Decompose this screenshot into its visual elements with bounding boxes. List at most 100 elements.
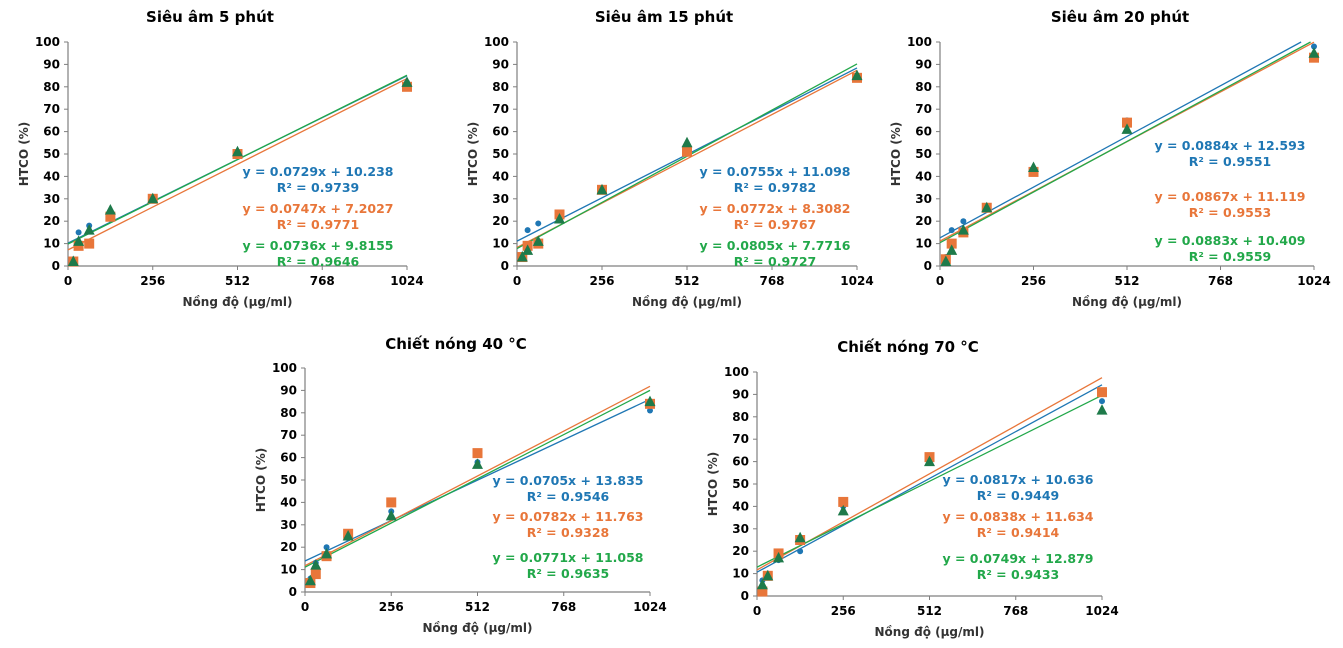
data-point-triangle [310, 559, 322, 570]
trendline-series-3 [756, 394, 1103, 568]
data-point-triangle [1308, 47, 1320, 58]
y-tick-label: 10 [732, 567, 749, 581]
data-point-triangle [1096, 404, 1108, 415]
data-point-triangle [342, 530, 354, 541]
y-tick-label: 70 [492, 102, 509, 116]
data-point-triangle [147, 192, 159, 204]
data-point-triangle [794, 531, 806, 543]
data-point-triangle [516, 251, 528, 262]
y-tick-label: 20 [280, 540, 297, 554]
data-point-triangle [1028, 161, 1039, 172]
data-point-circle [1311, 43, 1317, 50]
x-tick-label: 768 [1003, 604, 1028, 618]
data-point-square [946, 238, 957, 249]
trendline-equation: y = 0.0867x + 11.119 [1154, 189, 1305, 204]
data-point-circle [1099, 398, 1105, 405]
x-tick-label: 0 [301, 600, 309, 614]
data-point-circle [797, 548, 804, 555]
data-point-triangle [472, 458, 483, 469]
y-tick-label: 80 [732, 410, 749, 424]
y-tick-label: 30 [280, 518, 297, 532]
x-axis-label: Nồng độ (µg/ml) [632, 295, 742, 309]
trendline-equation: y = 0.0817x + 10.636 [942, 472, 1093, 487]
y-axis-label: HTCO (%) [254, 448, 268, 512]
x-tick-label: 256 [1021, 274, 1046, 288]
data-point-square [84, 238, 95, 249]
trendline-equation: y = 0.0747x + 7.2027 [242, 201, 393, 216]
y-tick-label: 90 [280, 383, 297, 397]
y-tick-label: 30 [915, 192, 932, 206]
trendline-equation: y = 0.0838x + 11.634 [942, 509, 1093, 524]
y-tick-label: 100 [907, 35, 932, 49]
r-squared-label: R² = 0.9782 [734, 180, 817, 195]
x-tick-label: 0 [753, 604, 761, 618]
y-tick-label: 40 [280, 495, 297, 509]
y-axis-label: HTCO (%) [889, 122, 903, 186]
y-tick-label: 80 [915, 80, 932, 94]
data-point-triangle [644, 395, 656, 407]
x-tick-label: 0 [936, 274, 944, 288]
y-tick-label: 30 [43, 192, 60, 206]
x-tick-label: 1024 [1085, 604, 1118, 618]
data-point-square [386, 497, 397, 508]
y-tick-label: 100 [724, 365, 749, 379]
y-tick-label: 70 [915, 102, 932, 116]
x-tick-label: 512 [674, 274, 699, 288]
data-point-circle [323, 544, 330, 551]
trendline-equation: y = 0.0883x + 10.409 [1154, 233, 1305, 248]
y-tick-label: 40 [43, 169, 60, 183]
r-squared-label: R² = 0.9727 [734, 254, 817, 269]
r-squared-label: R² = 0.9546 [527, 489, 610, 504]
x-tick-label: 512 [1114, 274, 1139, 288]
x-tick-label: 768 [310, 274, 335, 288]
data-point-triangle [304, 574, 316, 586]
y-tick-label: 20 [43, 214, 60, 228]
data-point-circle [647, 407, 653, 414]
trendline-series-1 [304, 398, 651, 562]
data-point-triangle [321, 547, 333, 559]
y-tick-label: 90 [43, 57, 60, 71]
y-tick-label: 50 [732, 477, 749, 491]
data-point-square [1097, 387, 1107, 398]
r-squared-label: R² = 0.9414 [977, 525, 1060, 540]
trendline-series-3 [939, 41, 1311, 244]
data-point-square [838, 496, 849, 507]
y-tick-label: 90 [915, 57, 932, 71]
x-tick-label: 768 [551, 600, 576, 614]
x-tick-label: 256 [140, 274, 165, 288]
y-tick-label: 30 [732, 522, 749, 536]
y-tick-label: 90 [492, 57, 509, 71]
chart-5: Chiết nóng 70 °C 0 10 20 30 40 50 60 70 80 90 100 0 2… [706, 337, 1119, 639]
data-point-circle [75, 229, 82, 236]
r-squared-label: R² = 0.9551 [1189, 154, 1272, 169]
y-axis-label: HTCO (%) [466, 122, 480, 186]
data-point-triangle [946, 244, 958, 255]
trendline-equation: y = 0.0884x + 12.593 [1154, 138, 1305, 153]
x-tick-label: 256 [831, 604, 856, 618]
y-tick-label: 0 [501, 259, 509, 273]
chart-title: Siêu âm 15 phút [595, 8, 733, 26]
trendline-equation: y = 0.0705x + 13.835 [492, 473, 643, 488]
r-squared-label: R² = 0.9449 [977, 488, 1060, 503]
r-squared-label: R² = 0.9771 [277, 217, 360, 232]
data-point-circle [948, 227, 955, 234]
y-tick-label: 40 [915, 169, 932, 183]
trendline-series-2 [304, 385, 651, 567]
y-tick-label: 70 [732, 432, 749, 446]
y-tick-label: 50 [43, 147, 60, 161]
trendline-series-1 [756, 384, 1103, 573]
chart-3: Siêu âm 20 phút 0 10 20 30 40 50 60 70 80 90 100 0 25… [889, 8, 1331, 309]
data-point-triangle [981, 201, 993, 213]
y-tick-label: 70 [43, 102, 60, 116]
trendline-equation: y = 0.0772x + 8.3082 [699, 201, 850, 216]
y-tick-label: 60 [43, 125, 60, 139]
r-squared-label: R² = 0.9559 [1189, 249, 1272, 264]
y-tick-label: 10 [280, 563, 297, 577]
data-point-triangle [554, 212, 565, 224]
x-tick-label: 768 [1208, 274, 1233, 288]
data-point-square [472, 448, 483, 459]
data-point-triangle [756, 578, 768, 590]
x-tick-label: 1024 [840, 274, 873, 288]
data-point-triangle [104, 204, 116, 215]
data-point-square [682, 146, 692, 157]
